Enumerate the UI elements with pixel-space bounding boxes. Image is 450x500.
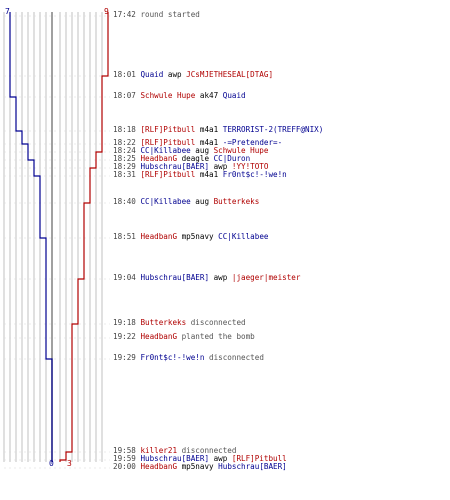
event-row: 18:29 Hubschrau[BAER] awp !YY!TOTO bbox=[113, 163, 268, 171]
ct-player-name: TERRORIST-2(TREFF@NIX) bbox=[222, 125, 324, 134]
t-player-name: [RLF]Pitbull bbox=[140, 170, 196, 179]
event-time: 18:24 bbox=[113, 146, 136, 155]
event-time: 18:31 bbox=[113, 170, 136, 179]
event-text: planted the bomb bbox=[177, 332, 255, 341]
event-text: mp5navy bbox=[177, 462, 219, 471]
event-time: 18:29 bbox=[113, 162, 136, 171]
ct-player-name: -=Pretender=- bbox=[222, 138, 283, 147]
event-text: deagle bbox=[177, 154, 214, 163]
event-text: disconnected bbox=[177, 446, 237, 455]
event-row: 19:59 Hubschrau[BAER] awp [RLF]Pitbull bbox=[113, 455, 287, 463]
timeline-grid bbox=[3, 12, 110, 469]
ct-end-count: 0 bbox=[49, 459, 54, 468]
t-player-name: JCsMJETHESEAL[DTAG] bbox=[186, 70, 274, 79]
event-text: disconnected bbox=[186, 318, 246, 327]
t-player-name: HeadbanG bbox=[140, 232, 178, 241]
ct-player-name: Hubschrau[BAER] bbox=[218, 462, 287, 471]
t-player-name: Schwule Hupe bbox=[213, 146, 269, 155]
t-player-name: Butterkeks bbox=[213, 197, 260, 206]
event-row: 19:18 Butterkeks disconnected bbox=[113, 319, 246, 327]
ct-player-name: CC|Killabee bbox=[218, 232, 269, 241]
event-time: 18:51 bbox=[113, 232, 136, 241]
event-text: awp bbox=[209, 273, 232, 282]
event-time: 18:25 bbox=[113, 154, 136, 163]
event-time: 18:07 bbox=[113, 91, 136, 100]
event-row: 18:31 [RLF]Pitbull m4a1 Fr0nt$c!-!we!n bbox=[113, 171, 287, 179]
event-row: 20:00 HeadbanG mp5navy Hubschrau[BAER] bbox=[113, 463, 287, 471]
ct-player-name: Quaid bbox=[140, 70, 164, 79]
event-row: 18:18 [RLF]Pitbull m4a1 TERRORIST-2(TREF… bbox=[113, 126, 323, 134]
event-row: 19:22 HeadbanG planted the bomb bbox=[113, 333, 255, 341]
event-text: ak47 bbox=[195, 91, 223, 100]
ct-player-name: Hubschrau[BAER] bbox=[140, 454, 210, 463]
ct-player-name: Fr0nt$c!-!we!n bbox=[222, 170, 287, 179]
t-player-name: |jaeger|meister bbox=[231, 273, 301, 282]
t-end-count: 3 bbox=[67, 459, 72, 468]
event-text: m4a1 bbox=[195, 170, 223, 179]
t-player-name: HeadbanG bbox=[140, 332, 178, 341]
event-time: 19:22 bbox=[113, 332, 136, 341]
event-text: aug bbox=[190, 197, 214, 206]
ct-player-name: Hubschrau[BAER] bbox=[140, 162, 210, 171]
event-text: m4a1 bbox=[195, 138, 223, 147]
ct-player-name: Hubschrau[BAER] bbox=[140, 273, 210, 282]
event-row: 19:58 killer21 disconnected bbox=[113, 447, 236, 455]
event-time: 18:22 bbox=[113, 138, 136, 147]
event-row: 18:22 [RLF]Pitbull m4a1 -=Pretender=- bbox=[113, 139, 282, 147]
event-time: 20:00 bbox=[113, 462, 136, 471]
t-player-name: killer21 bbox=[140, 446, 178, 455]
event-text: m4a1 bbox=[195, 125, 223, 134]
event-text: awp bbox=[209, 162, 232, 171]
event-text: aug bbox=[190, 146, 214, 155]
t-player-name: Schwule Hupe bbox=[140, 91, 196, 100]
event-text: disconnected bbox=[204, 353, 264, 362]
event-text: awp bbox=[163, 70, 187, 79]
t-player-name: !YY!TOTO bbox=[231, 162, 269, 171]
event-row: 19:04 Hubschrau[BAER] awp |jaeger|meiste… bbox=[113, 274, 300, 282]
event-text: mp5navy bbox=[177, 232, 219, 241]
event-row: 18:07 Schwule Hupe ak47 Quaid bbox=[113, 92, 246, 100]
event-row: 18:40 CC|Killabee aug Butterkeks bbox=[113, 198, 259, 206]
t-player-name: [RLF]Pitbull bbox=[140, 138, 196, 147]
event-time: 19:04 bbox=[113, 273, 136, 282]
event-row: 18:25 HeadbanG deagle CC|Duron bbox=[113, 155, 250, 163]
event-row: 18:51 HeadbanG mp5navy CC|Killabee bbox=[113, 233, 268, 241]
ct-alive-line bbox=[9, 12, 53, 462]
ct-player-name: CC|Killabee bbox=[140, 146, 191, 155]
event-text: round started bbox=[140, 10, 200, 19]
ct-player-name: CC|Duron bbox=[213, 154, 251, 163]
event-text: awp bbox=[209, 454, 232, 463]
event-time: 19:29 bbox=[113, 353, 136, 362]
t-player-name: [RLF]Pitbull bbox=[231, 454, 287, 463]
t-alive-line bbox=[59, 12, 109, 462]
event-time: 19:59 bbox=[113, 454, 136, 463]
ct-player-name: Quaid bbox=[222, 91, 246, 100]
event-time: 18:01 bbox=[113, 70, 136, 79]
event-time: 19:18 bbox=[113, 318, 136, 327]
t-player-name: HeadbanG bbox=[140, 462, 178, 471]
t-player-name: HeadbanG bbox=[140, 154, 178, 163]
t-player-name: [RLF]Pitbull bbox=[140, 125, 196, 134]
ct-player-name: Fr0nt$c!-!we!n bbox=[140, 353, 205, 362]
event-time: 17:42 bbox=[113, 10, 136, 19]
t-start-count: 9 bbox=[104, 7, 109, 16]
ct-start-count: 7 bbox=[5, 7, 10, 16]
ct-player-name: CC|Killabee bbox=[140, 197, 191, 206]
t-player-name: Butterkeks bbox=[140, 318, 187, 327]
event-time: 18:18 bbox=[113, 125, 136, 134]
event-row: 18:24 CC|Killabee aug Schwule Hupe bbox=[113, 147, 268, 155]
event-row: 17:42 round started bbox=[113, 11, 200, 19]
event-time: 18:40 bbox=[113, 197, 136, 206]
event-row: 19:29 Fr0nt$c!-!we!n disconnected bbox=[113, 354, 264, 362]
event-time: 19:58 bbox=[113, 446, 136, 455]
event-row: 18:01 Quaid awp JCsMJETHESEAL[DTAG] bbox=[113, 71, 273, 79]
